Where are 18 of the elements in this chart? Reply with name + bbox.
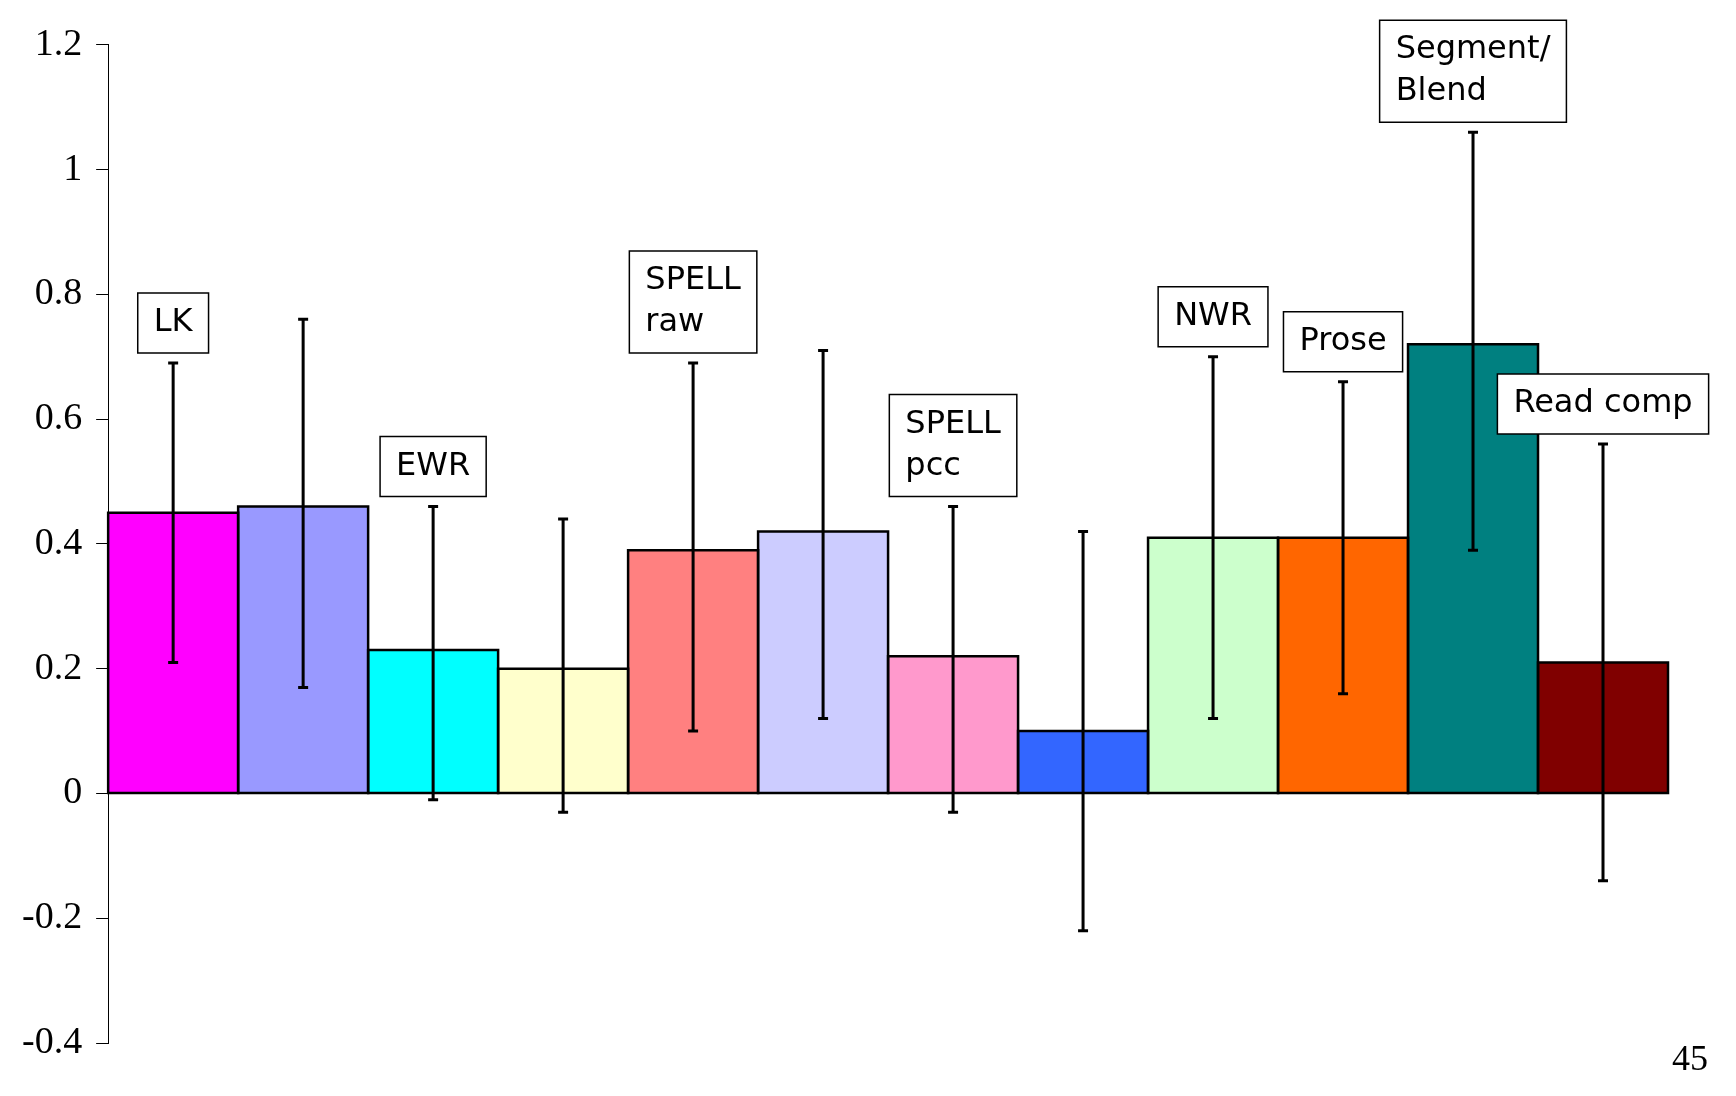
y-tick-label: 0.6 — [34, 395, 83, 438]
x-tick-label: SPELL pcc — [905, 402, 1001, 483]
y-tick-label: 0.8 — [34, 270, 83, 313]
y-tick-label: -0.2 — [22, 894, 83, 937]
x-tick-label: Segment/ Blend — [1395, 28, 1551, 109]
x-tick-label: SPELL raw — [645, 259, 742, 340]
x-tick-label: LK — [153, 301, 194, 340]
x-tick-label: Prose — [1299, 320, 1387, 359]
x-tick-label: EWR — [396, 444, 471, 483]
text: 45 — [1672, 1038, 1708, 1079]
y-tick-label: 1.2 — [34, 20, 83, 63]
y-tick-label: 1 — [63, 145, 83, 188]
y-tick-label: 0 — [63, 769, 83, 812]
x-tick-label: Read comp — [1513, 382, 1693, 421]
y-tick-label: -0.4 — [22, 1018, 83, 1061]
x-tick-label: NWR — [1174, 295, 1252, 334]
y-tick-label: 0.2 — [34, 644, 83, 687]
y-tick-label: 0.4 — [34, 519, 83, 562]
